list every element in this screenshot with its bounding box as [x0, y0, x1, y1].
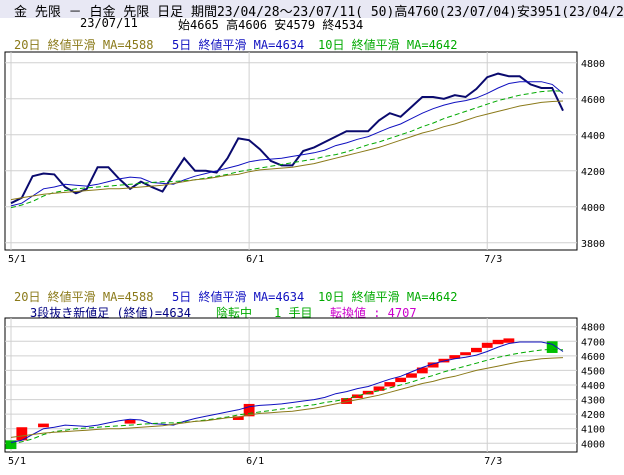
y-tick-label: 4700: [581, 337, 605, 348]
x-tick-label: 6/1: [246, 254, 264, 265]
legend-bottom-ma10: 10日 終値平滑 MA=4642: [318, 290, 458, 304]
y-tick-label: 4800: [581, 323, 605, 334]
price-block: [481, 342, 493, 348]
y-tick-label: 4300: [581, 396, 605, 407]
current-date: 23/07/11: [80, 16, 138, 30]
legend-top-ma20: 20日 終値平滑 MA=4588: [14, 38, 154, 52]
breakout-readout: 3段抜き新値足 (終値)=4634: [30, 306, 192, 320]
y-tick-label: 4600: [581, 352, 605, 363]
series-line-bottom-20d: [10, 357, 564, 438]
price-block: [503, 338, 515, 343]
price-block: [416, 367, 428, 374]
ohlc-readout: 始4665 高4606 安4579 終4534: [178, 18, 364, 32]
price-block: [373, 386, 385, 391]
price-block: [16, 427, 28, 441]
price-block: [38, 423, 49, 428]
series-line-top-5d: [10, 81, 564, 207]
price-block: [395, 377, 407, 383]
step-count: 1 手目: [274, 306, 313, 320]
y-tick-label: 4200: [581, 167, 605, 178]
trend-status: 陰転中: [216, 306, 253, 320]
legend-bottom-ma20: 20日 終値平滑 MA=4588: [14, 290, 154, 304]
price-block: [341, 398, 352, 404]
reversal-value: 転換値 : 4707: [330, 306, 417, 320]
series-line-top-10d: [10, 90, 564, 209]
y-tick-label: 4000: [581, 203, 605, 214]
price-block: [5, 440, 17, 450]
y-tick-label: 4000: [581, 439, 605, 450]
x-tick-label: 7/3: [484, 254, 502, 265]
price-block: [384, 382, 396, 387]
series-line-bottom-5d: [10, 341, 564, 443]
x-tick-label: 7/3: [484, 456, 502, 467]
y-tick-label: 3800: [581, 239, 605, 250]
y-tick-label: 4100: [581, 425, 605, 436]
price-block: [492, 339, 504, 345]
series-line-bottom-10d: [10, 348, 564, 445]
price-block: [232, 416, 244, 420]
price-block: [546, 341, 558, 353]
x-tick-label: 5/1: [8, 254, 26, 265]
y-tick-label: 4200: [581, 410, 605, 421]
legend-top-ma5: 5日 終値平滑 MA=4634: [172, 38, 305, 52]
y-tick-label: 4800: [581, 59, 605, 70]
legend-bottom-ma5: 5日 終値平滑 MA=4634: [172, 290, 305, 304]
price-block: [427, 362, 439, 368]
y-tick-label: 4500: [581, 366, 605, 377]
chart-title: 金 先限 － 白金 先限 日足 期間23/04/28～23/07/11( 50)…: [14, 5, 624, 20]
price-block: [471, 347, 482, 353]
series-line-top-20d: [10, 100, 564, 201]
series-line-top-close: [10, 72, 564, 205]
title-bar: 金 先限 － 白金 先限 日足 期間23/04/28～23/07/11( 50)…: [0, 0, 624, 20]
legend-top-ma10: 10日 終値平滑 MA=4642: [318, 38, 458, 52]
y-tick-label: 4400: [581, 381, 605, 392]
price-block: [243, 403, 255, 417]
x-tick-label: 6/1: [246, 456, 264, 467]
price-block: [449, 355, 461, 359]
plot-area-top: [4, 51, 578, 251]
y-tick-label: 4400: [581, 131, 605, 142]
x-tick-label: 5/1: [8, 456, 26, 467]
price-block: [124, 419, 136, 424]
y-tick-label: 4600: [581, 95, 605, 106]
price-block: [351, 394, 363, 399]
price-block: [460, 352, 471, 356]
price-block: [406, 373, 417, 378]
